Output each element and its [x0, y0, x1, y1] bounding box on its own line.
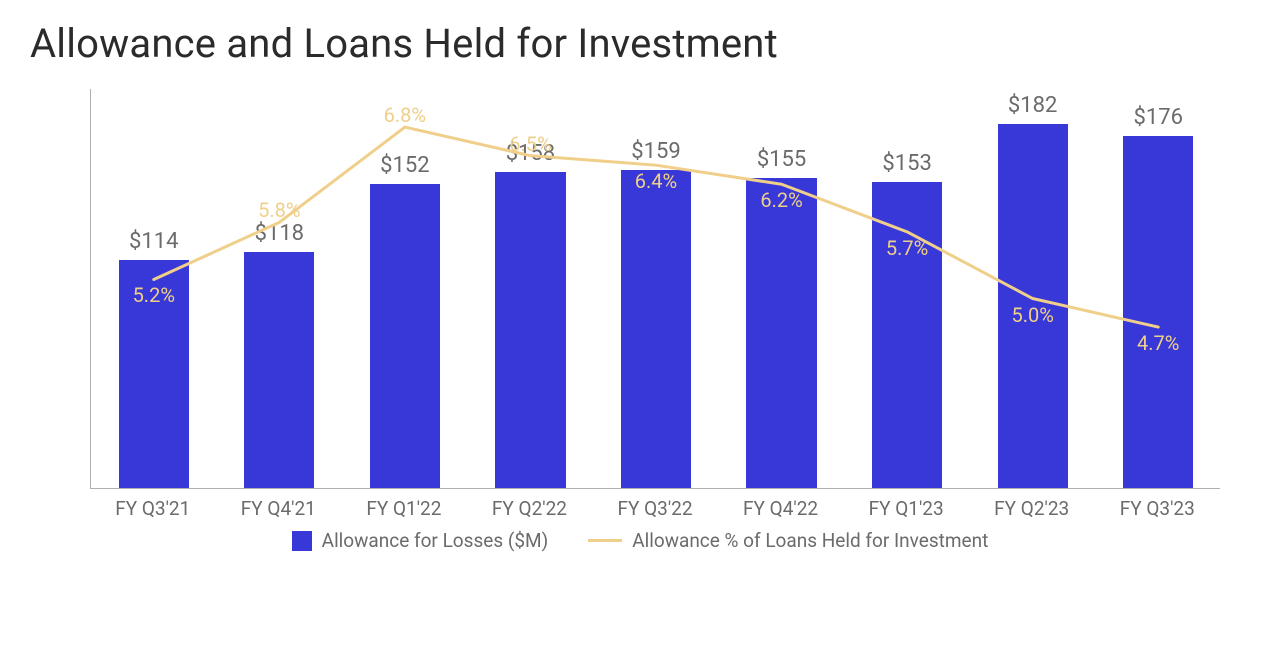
- x-tick-label: FY Q1'23: [869, 497, 944, 520]
- bar: [244, 252, 314, 488]
- legend-label-line: Allowance % of Loans Held for Investment: [632, 529, 988, 552]
- line-value-label: 5.7%: [867, 236, 947, 260]
- x-tick-label: FY Q3'23: [1120, 497, 1195, 520]
- chart-container: Allowance and Loans Held for Investment …: [0, 0, 1280, 663]
- x-axis: FY Q3'21 FY Q4'21 FY Q1'22 FY Q2'22 FY Q3'22…: [90, 497, 1220, 527]
- bar: [746, 178, 816, 488]
- bar: [872, 182, 942, 488]
- line-value-label: 5.2%: [114, 283, 194, 307]
- line-value-label: 6.2%: [742, 188, 822, 212]
- bar-value-label: $153: [847, 151, 967, 176]
- line-value-label: 4.7%: [1118, 331, 1198, 355]
- line-value-label: 5.0%: [993, 303, 1073, 327]
- bar-value-label: $159: [596, 139, 716, 164]
- chart-title: Allowance and Loans Held for Investment: [30, 20, 1250, 67]
- bar-value-label: $118: [219, 221, 339, 246]
- legend-swatch-bar: [292, 531, 312, 551]
- legend-swatch-line: [588, 539, 622, 542]
- line-value-label: 5.8%: [239, 198, 319, 222]
- x-tick-label: FY Q3'22: [617, 497, 692, 520]
- bar-value-label: $176: [1098, 105, 1218, 130]
- x-tick-label: FY Q1'22: [366, 497, 441, 520]
- plot-area: $1145.2%$1185.8%$1526.8%$1586.5%$1596.4%…: [90, 89, 1220, 489]
- legend: Allowance for Losses ($M) Allowance % of…: [50, 529, 1230, 552]
- bar-value-label: $152: [345, 153, 465, 178]
- bar: [621, 170, 691, 488]
- bar-value-label: $155: [722, 147, 842, 172]
- x-tick-label: FY Q2'22: [492, 497, 567, 520]
- legend-label-bar: Allowance for Losses ($M): [322, 529, 549, 552]
- chart-area: $1145.2%$1185.8%$1526.8%$1586.5%$1596.4%…: [50, 89, 1230, 549]
- x-tick-label: FY Q4'21: [241, 497, 316, 520]
- x-tick-label: FY Q4'22: [743, 497, 818, 520]
- line-value-label: 6.4%: [616, 169, 696, 193]
- legend-item-bar: Allowance for Losses ($M): [292, 529, 549, 552]
- x-tick-label: FY Q2'23: [994, 497, 1069, 520]
- legend-item-line: Allowance % of Loans Held for Investment: [588, 529, 988, 552]
- x-tick-label: FY Q3'21: [115, 497, 190, 520]
- line-value-label: 6.8%: [365, 103, 445, 127]
- bar-value-label: $182: [973, 93, 1093, 118]
- line-value-label: 6.5%: [490, 132, 570, 156]
- bar: [370, 184, 440, 488]
- bar-value-label: $114: [94, 229, 214, 254]
- bar: [495, 172, 565, 488]
- bar: [1123, 136, 1193, 488]
